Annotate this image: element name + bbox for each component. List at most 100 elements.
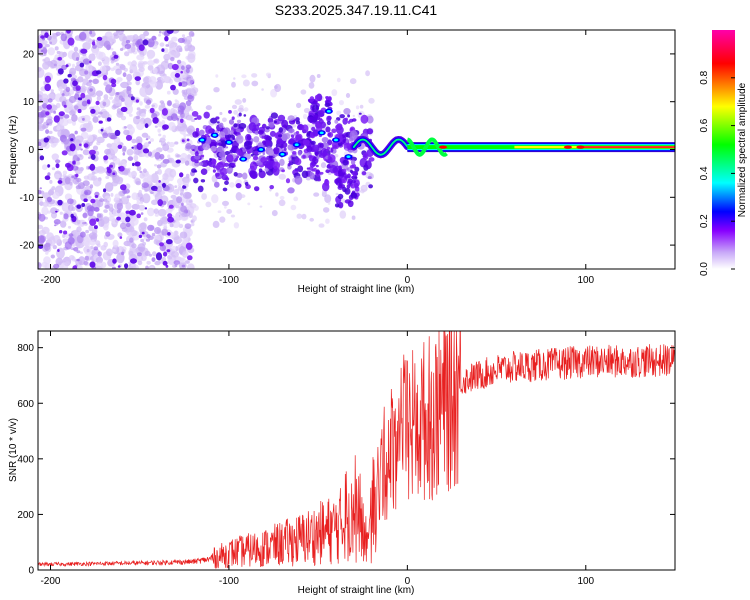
spectrogram-blob: [131, 146, 134, 149]
spectrogram-blob: [59, 230, 63, 234]
spectrogram-blob: [61, 150, 68, 156]
y-tick-label: 20: [23, 49, 35, 60]
spectrogram-blob: [53, 224, 57, 227]
spectrogram-blob: [74, 135, 84, 144]
spectrogram-blob: [98, 111, 103, 115]
spectrogram-blob: [241, 74, 247, 79]
spectrogram-blob: [140, 238, 145, 243]
spectrogram-blob: [38, 141, 42, 147]
spectrogram-blob: [221, 174, 228, 181]
spectrogram-blob: [230, 129, 234, 135]
spectrogram-blob: [64, 177, 71, 185]
spectrogram-blob: [234, 99, 242, 105]
spectrogram-blob: [96, 213, 102, 218]
spectrogram-blob: [87, 134, 94, 143]
spectrogram-blob: [72, 80, 78, 87]
spectrogram-blob: [308, 155, 313, 159]
spectrogram-blob: [327, 139, 333, 146]
spectrogram-blob: [201, 193, 208, 200]
spectrogram-blob: [281, 119, 289, 129]
spectrogram-blob: [202, 142, 210, 151]
spectrogram-blob: [174, 185, 178, 189]
spectrogram-blob: [157, 121, 163, 128]
spectrogram-blob: [136, 54, 145, 61]
spectrogram-blob: [270, 158, 274, 161]
spectrogram-blob: [141, 254, 147, 262]
spectrogram-blob: [75, 85, 81, 91]
spectrogram-blob: [324, 102, 331, 108]
spectrogram-blob: [84, 70, 89, 75]
spectrogram-blob: [135, 136, 143, 145]
spectrogram-blob: [184, 44, 191, 51]
spectrogram-blob: [265, 72, 272, 77]
spectrogram-blob: [212, 165, 217, 169]
spectrogram-blob: [130, 258, 137, 264]
spectrogram-blob: [344, 199, 352, 204]
spectrogram-blob: [130, 216, 139, 226]
spectrogram-blob: [146, 49, 156, 59]
spectrogram-blob: [104, 204, 110, 209]
spectrogram-blob: [347, 114, 350, 118]
spectrogram-blob: [328, 98, 332, 101]
spectrogram-blob: [215, 74, 219, 78]
spectrogram-blob: [248, 122, 257, 131]
spectrogram-blob: [38, 42, 43, 49]
spectrogram-blob: [318, 119, 324, 124]
spectrogram-blob: [330, 148, 334, 153]
spectrogram-blob: [129, 250, 134, 256]
spectrogram-blob: [44, 243, 51, 251]
spectrogram-blob: [315, 164, 319, 168]
spectrogram-blob: [95, 70, 102, 75]
spectrogram-blob: [183, 179, 190, 187]
spectrogram-blob: [112, 258, 117, 264]
spectrogram-blob: [192, 149, 195, 152]
spectrogram-blob: [95, 100, 100, 106]
spectrogram-blob: [97, 61, 102, 66]
spectrogram-blob: [149, 107, 155, 114]
spectrogram-blob: [72, 248, 76, 251]
spectrogram-blob: [188, 31, 195, 37]
spectrogram-blob: [39, 155, 45, 161]
spectrogram-blob: [84, 37, 92, 43]
spectrogram-blob: [331, 128, 337, 134]
spectrogram-blob: [59, 211, 63, 215]
spectrogram-blob: [40, 35, 45, 39]
spectrogram-blob: [96, 265, 103, 269]
spectrogram-blob: [308, 82, 315, 89]
spectrogram-blob: [97, 115, 101, 118]
spectrogram-blob: [279, 158, 285, 166]
spectrogram-blob: [168, 141, 175, 148]
spectrogram-blob: [290, 204, 297, 211]
spectrogram-blob: [259, 205, 263, 208]
x-tick-label: 100: [577, 275, 594, 286]
spectrogram-blob: [75, 57, 80, 61]
spectrogram-blob: [176, 59, 182, 64]
spectrogram-blob: [303, 107, 311, 114]
spectrogram-blob: [171, 63, 179, 71]
spectrogram-blob: [125, 39, 131, 44]
spectrogram-blob: [103, 60, 110, 67]
spectrogram-blob: [136, 213, 141, 219]
spectrogram-blob: [67, 73, 72, 78]
spectrogram-blob: [173, 236, 183, 245]
spectrogram-blob: [66, 30, 71, 34]
spectrogram-blob: [55, 31, 61, 36]
spectrogram-blob: [63, 104, 67, 108]
spectrogram-blob: [180, 70, 183, 74]
spectrogram-blob: [359, 104, 364, 109]
spectrogram-blob: [155, 252, 163, 261]
spectrogram-blob: [44, 83, 51, 92]
spectrogram-blob: [56, 247, 65, 259]
spectrogram-blob: [166, 30, 174, 34]
spectrogram-blob: [158, 180, 161, 183]
snr-frame: [37, 330, 676, 571]
spectrogram-blob: [242, 172, 248, 180]
colorbar-ticks: 0.0 0.2 0.4 0.6 0.8: [699, 70, 735, 276]
spectrogram-blob: [265, 126, 270, 130]
spectrogram-blob: [103, 40, 111, 49]
spectrogram-blob: [144, 123, 149, 129]
spectrogram-blob: [161, 228, 169, 236]
spectrogram-blob: [71, 114, 78, 122]
spectrogram-blob: [278, 199, 286, 207]
spectrogram-blob: [148, 235, 154, 240]
